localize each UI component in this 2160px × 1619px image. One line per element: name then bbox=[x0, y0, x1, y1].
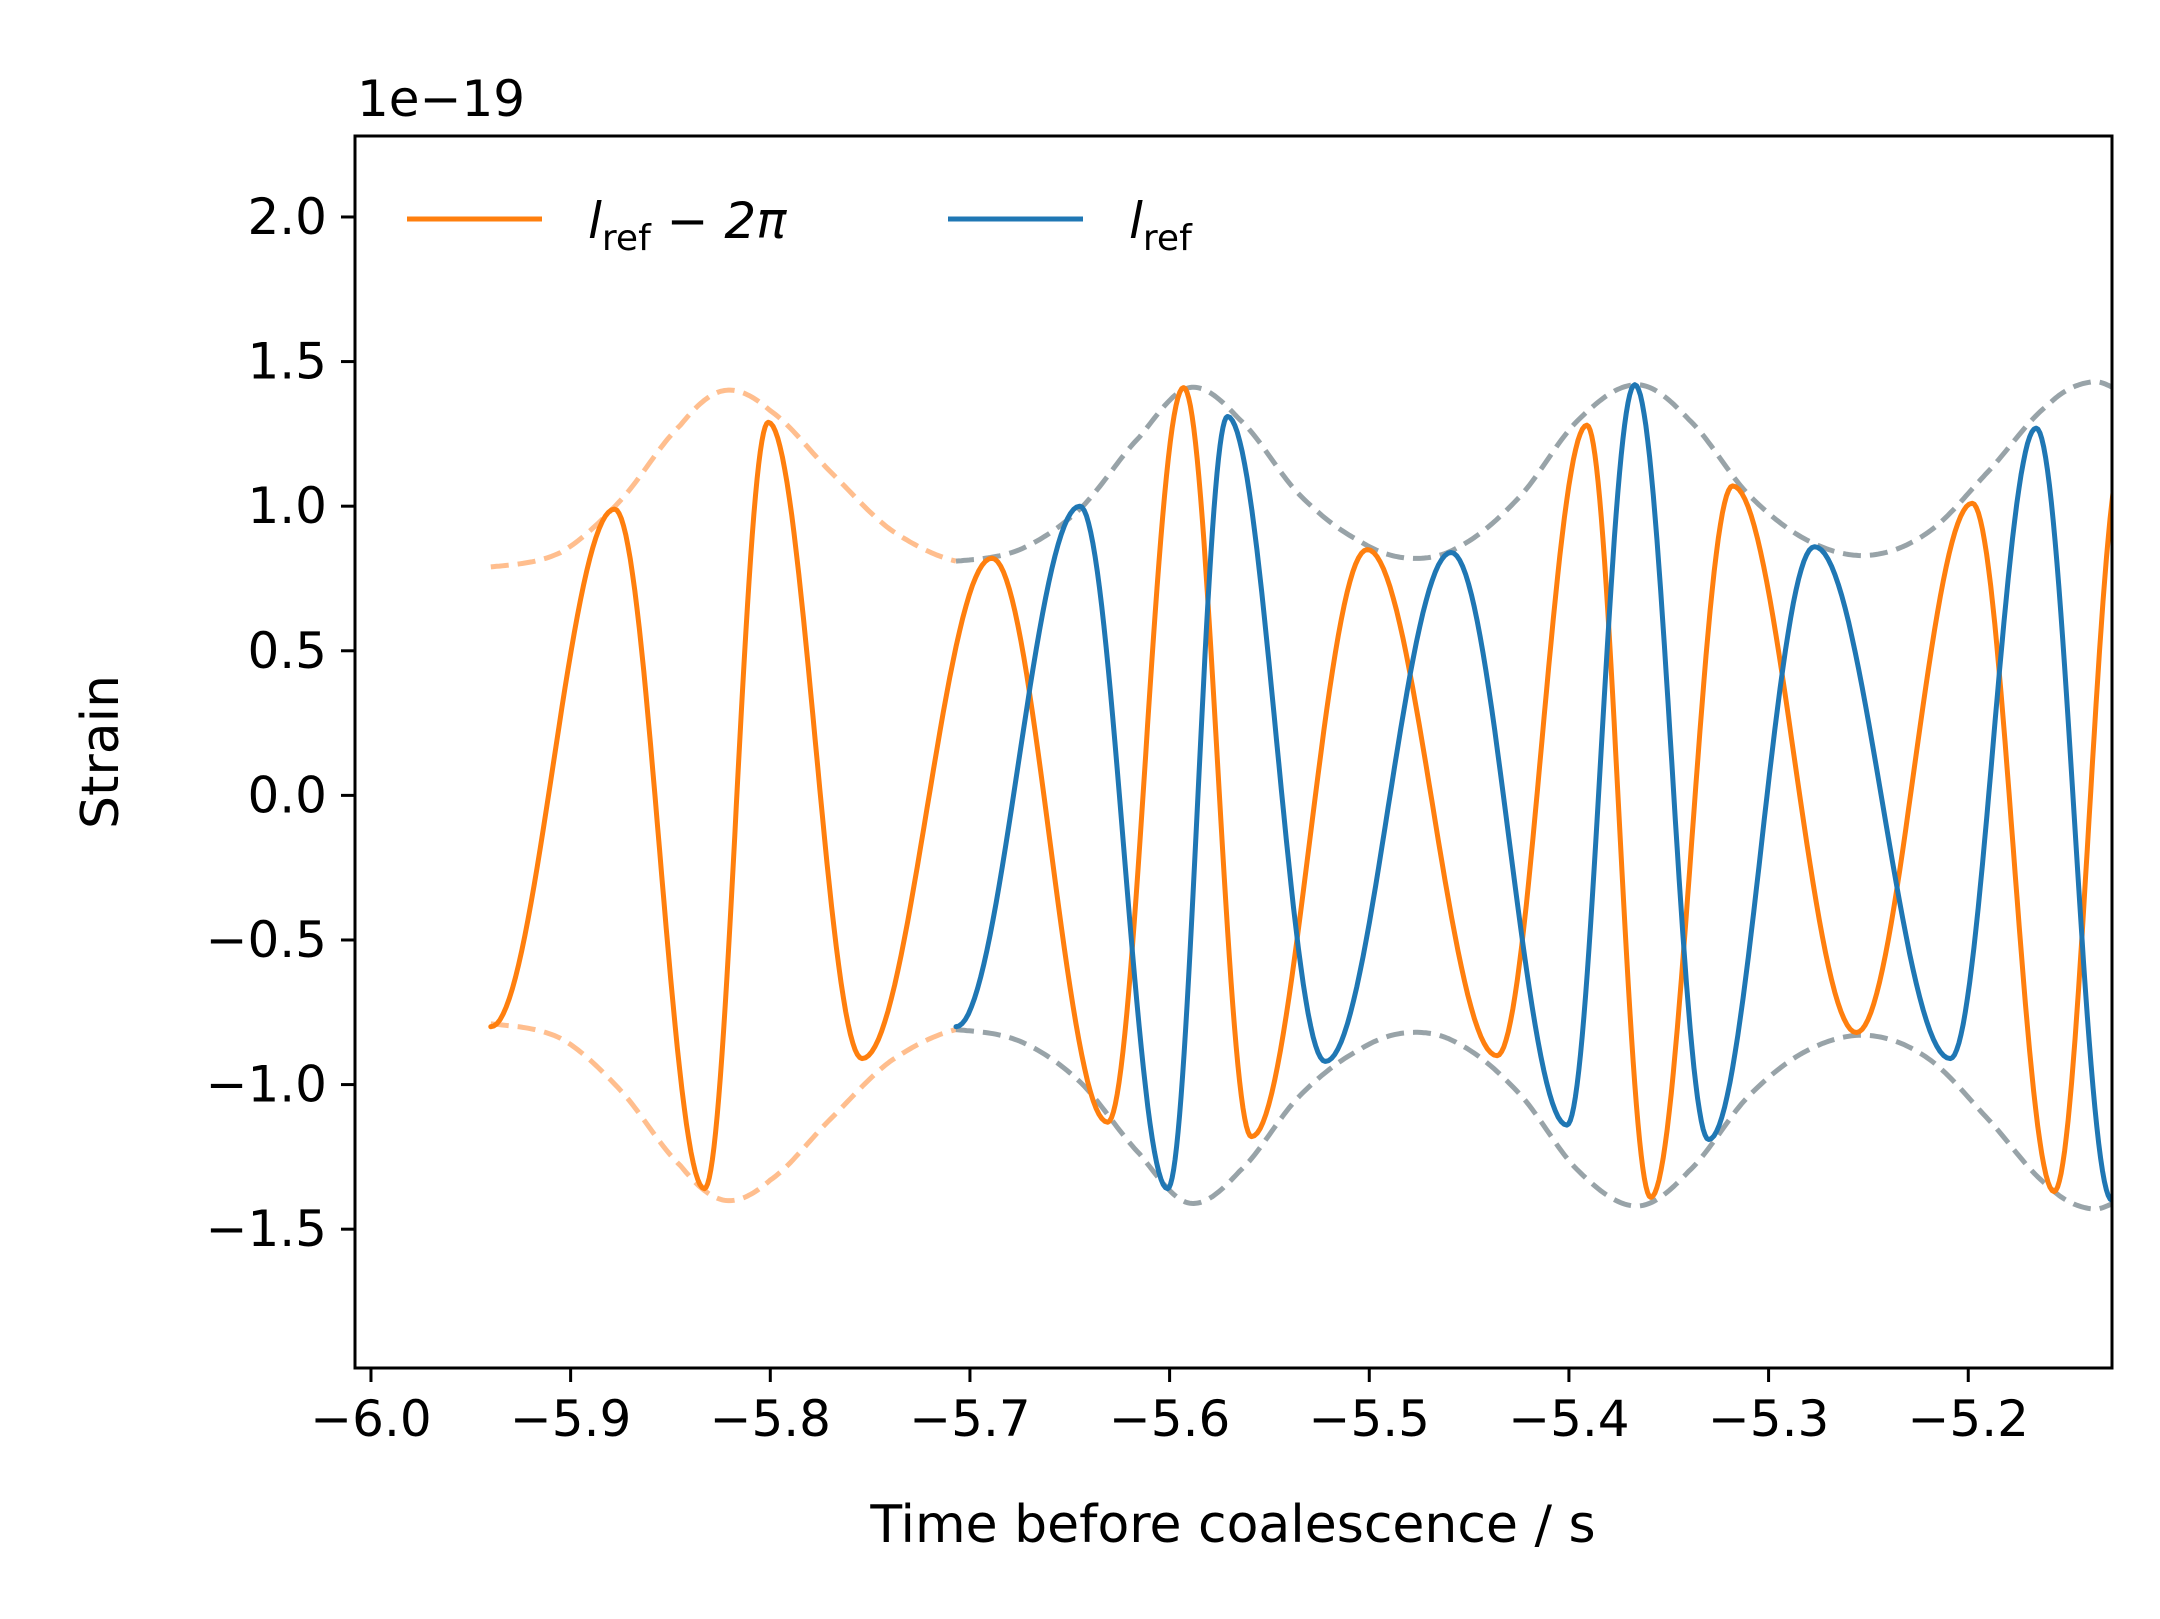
y-tick-label: 1.5 bbox=[247, 333, 327, 391]
envelope-upper-line bbox=[490, 387, 957, 570]
y-tick-label: 0.5 bbox=[247, 622, 327, 680]
y-offset-text: 1e−19 bbox=[357, 70, 525, 128]
x-tick-label: −5.8 bbox=[710, 1390, 831, 1448]
x-axis: −6.0 −5.9 −5.8 −5.7 −5.6 −5.5 −5.4 −5.3 −5.2 bbox=[310, 1368, 2029, 1448]
y-tick-label: −0.5 bbox=[206, 911, 327, 969]
x-tick-label: −5.5 bbox=[1309, 1390, 1430, 1448]
x-tick-label: −5.4 bbox=[1508, 1390, 1629, 1448]
y-tick-label: 0.0 bbox=[247, 766, 327, 824]
x-tick-label: −5.9 bbox=[510, 1390, 631, 1448]
legend-entry-lref-minus-2pi: lref − 2π bbox=[407, 192, 787, 259]
y-tick-label: −1.5 bbox=[206, 1200, 327, 1258]
x-axis-label: Time before coalescence / s bbox=[869, 1495, 1595, 1555]
y-tick-label: −1.0 bbox=[206, 1056, 327, 1114]
x-tick-label: −5.7 bbox=[909, 1390, 1030, 1448]
y-axis: −1.5 −1.0 −0.5 0.0 0.5 1.0 1.5 2.0 bbox=[206, 188, 355, 1258]
legend-entry-lref: lref bbox=[948, 192, 1193, 259]
y-axis-label: Strain bbox=[71, 675, 131, 829]
legend-label: lref − 2π bbox=[588, 192, 787, 259]
axes-frame bbox=[353, 134, 2114, 1370]
legend: lref − 2π lref bbox=[407, 192, 1193, 259]
y-tick-label: 2.0 bbox=[247, 188, 327, 246]
legend-label: lref bbox=[1129, 192, 1193, 259]
legend-label-suffix: − 2π bbox=[651, 192, 787, 250]
envelope-upper-line bbox=[955, 379, 2112, 564]
y-tick-label: 1.0 bbox=[247, 477, 327, 535]
x-tick-label: −5.6 bbox=[1109, 1390, 1230, 1448]
envelope-lower-line bbox=[490, 1021, 957, 1204]
x-tick-label: −6.0 bbox=[310, 1390, 431, 1448]
legend-label-subscript: ref bbox=[602, 218, 652, 259]
x-tick-label: −5.3 bbox=[1708, 1390, 1829, 1448]
plot-area bbox=[488, 379, 2112, 1212]
series-line-lref bbox=[953, 382, 2112, 1203]
x-tick-label: −5.2 bbox=[1908, 1390, 2029, 1448]
series-line-lref-minus-2pi bbox=[488, 385, 2112, 1200]
legend-label-base: l bbox=[1129, 192, 1143, 250]
legend-label-base: l bbox=[588, 192, 602, 250]
legend-label-subscript: ref bbox=[1143, 218, 1193, 259]
